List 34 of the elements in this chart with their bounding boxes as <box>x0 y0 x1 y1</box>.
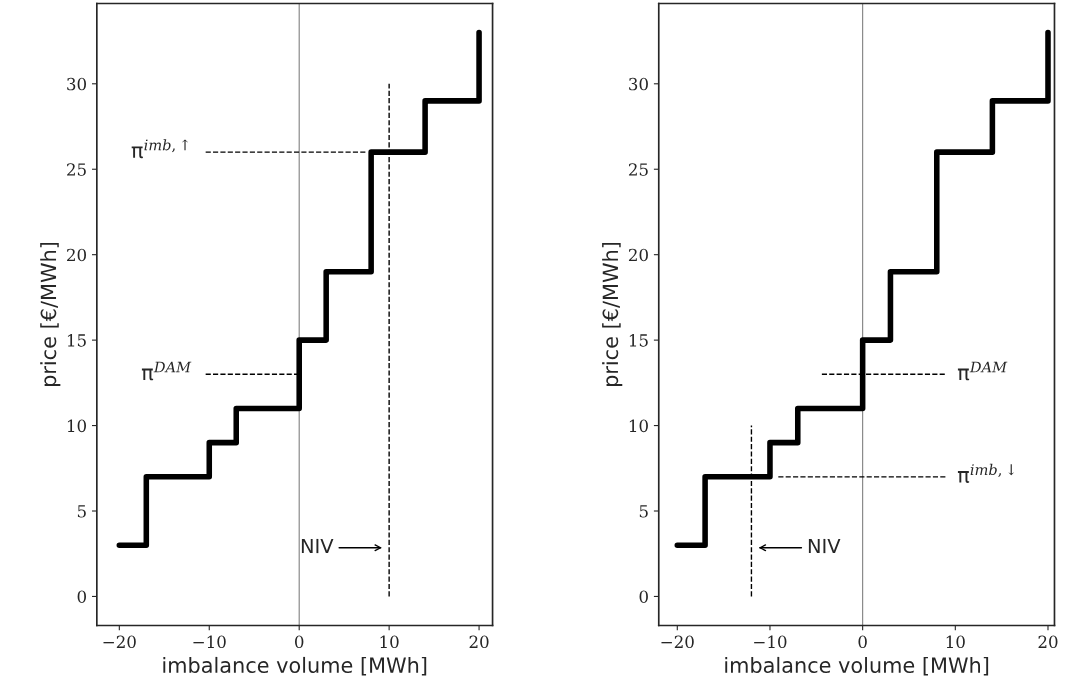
annotation: NIV <box>808 538 841 554</box>
x-tick-label: −20 <box>103 635 136 649</box>
y-tick-label: 5 <box>77 505 86 518</box>
x-tick-label: −10 <box>193 635 226 649</box>
x-tick-label: 10 <box>380 635 399 649</box>
y-tick-label: 0 <box>77 590 87 604</box>
y-tick-label: 20 <box>628 248 648 262</box>
y-tick-label: 5 <box>639 505 648 518</box>
y-tick-label: 15 <box>629 334 648 347</box>
x-axis-title: imbalance volume [MWh] <box>163 656 427 676</box>
y-axis-title: price [€/MWh] <box>602 242 623 386</box>
y-tick-label: 20 <box>67 248 87 262</box>
x-axis-title: imbalance volume [MWh] <box>725 656 989 676</box>
y-tick-label: 10 <box>67 419 87 433</box>
x-tick-label: 0 <box>858 635 867 649</box>
x-tick-label: 10 <box>946 635 965 649</box>
y-tick-label: 0 <box>639 590 648 604</box>
x-tick-label: −10 <box>754 635 787 649</box>
annotation: π$^{imb,↓}$ <box>957 463 1015 483</box>
y-tick-label: 30 <box>629 77 648 91</box>
annotation: π$^{DAM}$ <box>141 361 192 381</box>
y-tick-label: 30 <box>67 77 87 91</box>
y-tick-label: 10 <box>629 419 648 433</box>
annotation: π$^{DAM}$ <box>957 361 1008 381</box>
y-axis-title: price [€/MWh] <box>40 242 61 386</box>
y-tick-label: 25 <box>628 163 648 176</box>
x-tick-label: −20 <box>661 635 694 649</box>
y-tick-label: 25 <box>67 163 86 176</box>
annotation: NIV <box>301 538 334 554</box>
annotation: π$^{imb,↑}$ <box>131 139 188 159</box>
y-tick-label: 15 <box>67 334 86 347</box>
x-tick-label: 0 <box>294 635 304 649</box>
x-tick-label: 20 <box>469 635 489 649</box>
x-tick-label: 20 <box>1038 635 1058 649</box>
